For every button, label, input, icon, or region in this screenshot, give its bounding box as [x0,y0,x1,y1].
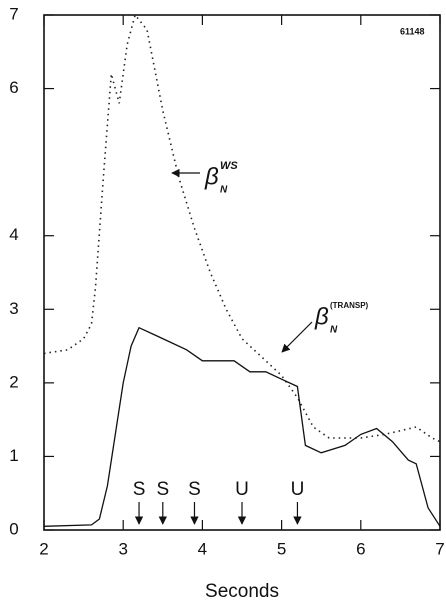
x-tick-label: 7 [435,539,444,558]
x-tick-label: 2 [39,539,48,558]
y-tick-label: 7 [9,4,18,23]
marker-label: U [291,479,305,500]
marker-label: S [133,479,146,500]
plot-frame [43,14,441,531]
x-tick-label: 6 [356,539,365,558]
x-tick-label: 5 [277,539,286,558]
x-tick-label: 4 [198,539,207,558]
y-tick-label: 6 [9,78,18,97]
series-sub: N [330,325,338,336]
figure-id: 61148 [400,26,425,36]
marker-label: U [235,479,249,500]
x-tick-label: 3 [118,539,127,558]
series-line [43,13,441,443]
series-sub: N [220,185,228,196]
marker-label: S [156,479,169,500]
series-symbol: β [204,163,219,190]
y-tick-label: 0 [9,519,18,538]
y-tick-label: 1 [9,446,18,465]
y-tick-label: 4 [9,225,18,244]
y-tick-label: 2 [9,372,18,391]
annotation-arrow [281,321,313,353]
series-sup: WS [220,160,238,172]
series-symbol: β [314,303,329,330]
series-sup: (TRANSP) [330,301,369,310]
series-line [43,326,441,527]
x-axis-label: Seconds [205,581,279,602]
marker-label: S [188,479,201,500]
y-tick-label: 3 [9,299,18,318]
